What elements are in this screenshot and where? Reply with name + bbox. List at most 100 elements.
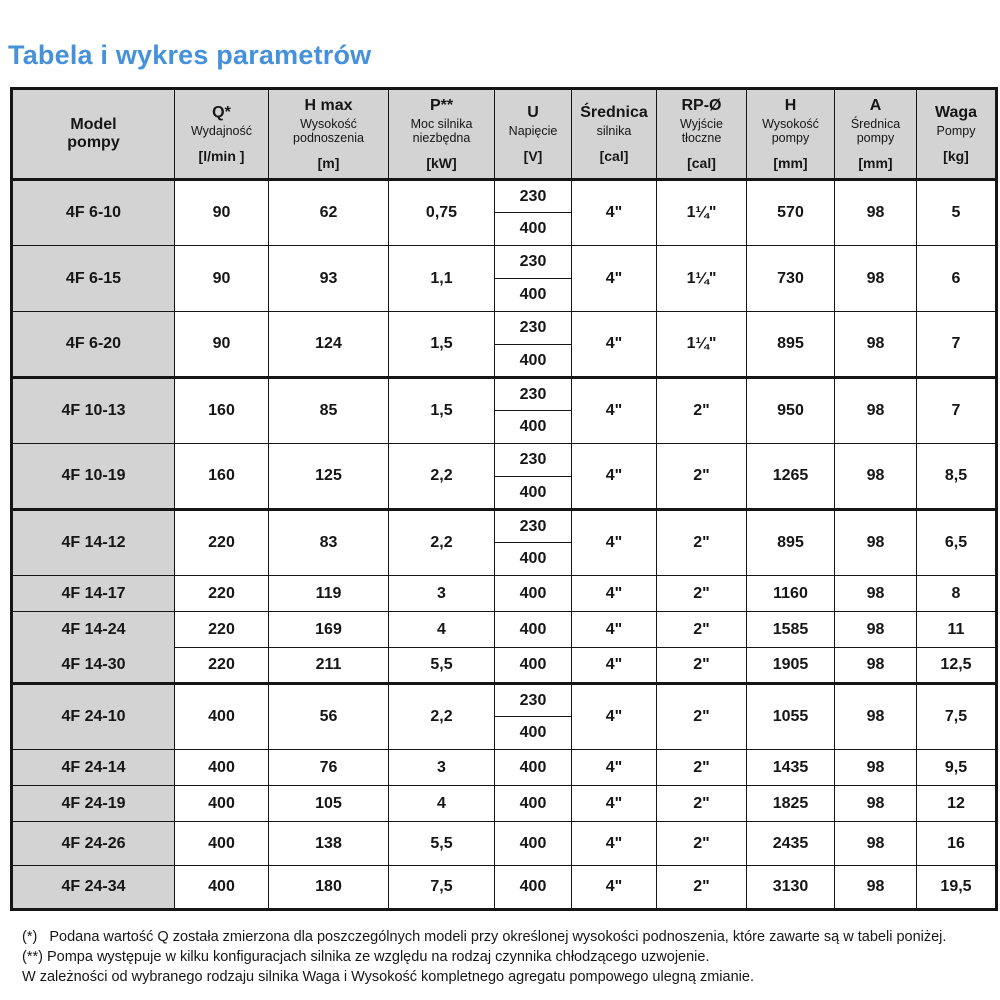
cell-voltage: 400 bbox=[494, 785, 572, 822]
cell-pump-height: 895 bbox=[746, 311, 835, 379]
table-row-voltage-second: 400 bbox=[12, 716, 997, 750]
cell-voltage: 230 bbox=[494, 443, 572, 477]
cell-motor-power: 1,1 bbox=[388, 245, 495, 312]
cell-pump-height: 730 bbox=[746, 245, 835, 312]
cell-model: 4F 14-30 bbox=[11, 647, 175, 685]
cell-model: 4F 14-17 bbox=[11, 575, 175, 612]
cell-pump-diameter: 98 bbox=[834, 647, 917, 685]
cell-pump-diameter: 98 bbox=[834, 611, 917, 648]
cell-motor-power: 2,2 bbox=[388, 683, 495, 750]
cell-max-head: 105 bbox=[268, 785, 389, 822]
cell-pump-weight: 6 bbox=[916, 245, 997, 312]
cell-pump-diameter: 98 bbox=[834, 509, 917, 576]
cell-voltage: 400 bbox=[494, 410, 572, 444]
col-header-sub-label: Wysokość pompy bbox=[762, 117, 819, 146]
table-header-row: Model pompy Q* Wydajność [l/min ] H max Wysok… bbox=[11, 88, 997, 181]
cell-pump-diameter: 98 bbox=[834, 179, 917, 246]
table-row-voltage-second: 400 bbox=[12, 212, 997, 246]
col-header-sub-label: silnika bbox=[596, 124, 632, 139]
cell-motor-power: 2,2 bbox=[388, 509, 495, 576]
cell-pump-height: 2435 bbox=[746, 821, 835, 866]
cell-voltage: 230 bbox=[494, 377, 572, 411]
cell-max-head: 138 bbox=[268, 821, 389, 866]
cell-motor-power: 3 bbox=[388, 575, 495, 612]
col-header-main-label: RP-Ø bbox=[681, 97, 722, 115]
cell-motor-diameter: 4" bbox=[571, 785, 657, 822]
cell-flow-rate: 400 bbox=[174, 749, 269, 786]
cell-discharge-outlet: 2" bbox=[656, 683, 747, 750]
cell-flow-rate: 90 bbox=[174, 311, 269, 379]
cell-motor-diameter: 4" bbox=[571, 377, 657, 444]
table-row: 4F 6-15 90 93 1,1 230 4" 1¼" 730 98 6 bbox=[11, 245, 997, 312]
cell-pump-height: 1825 bbox=[746, 785, 835, 822]
cell-pump-height: 1160 bbox=[746, 575, 835, 612]
table-row: 4F 24-34 400 180 7,5 400 4" 2" 3130 98 19,5 bbox=[11, 865, 997, 910]
cell-model: 4F 24-26 bbox=[11, 821, 175, 866]
cell-pump-diameter: 98 bbox=[834, 785, 917, 822]
parameters-table: Model pompy Q* Wydajność [l/min ] H max Wysok… bbox=[10, 87, 998, 911]
page-title: Tabela i wykres parametrów bbox=[8, 40, 372, 70]
cell-motor-diameter: 4" bbox=[571, 611, 657, 648]
cell-motor-diameter: 4" bbox=[571, 509, 657, 576]
cell-model: 4F 10-19 bbox=[11, 443, 175, 511]
cell-flow-rate: 220 bbox=[174, 647, 269, 685]
cell-pump-height: 570 bbox=[746, 179, 835, 246]
cell-discharge-outlet: 2" bbox=[656, 443, 747, 511]
cell-pump-diameter: 98 bbox=[834, 821, 917, 866]
cell-pump-height: 1585 bbox=[746, 611, 835, 648]
col-header-main-label: P** bbox=[429, 97, 454, 115]
cell-voltage: 400 bbox=[494, 647, 572, 685]
cell-motor-power: 1,5 bbox=[388, 311, 495, 379]
col-header-main-label: H bbox=[784, 97, 797, 115]
cell-max-head: 124 bbox=[268, 311, 389, 379]
table-row: 4F 10-13 160 85 1,5 230 4" 2" 950 98 7 bbox=[11, 377, 997, 444]
cell-voltage: 400 bbox=[494, 278, 572, 312]
footnote-weight-height-change: W zależności od wybranego rodzaju silnik… bbox=[22, 969, 754, 985]
cell-motor-power: 7,5 bbox=[388, 865, 495, 910]
table-row: 4F 24-26 400 138 5,5 400 4" 2" 2435 98 16 bbox=[11, 821, 997, 866]
cell-pump-weight: 5 bbox=[916, 179, 997, 246]
cell-voltage: 400 bbox=[494, 865, 572, 910]
table-row: 4F 14-17 220 119 3 400 4" 2" 1160 98 8 bbox=[11, 575, 997, 612]
cell-voltage: 230 bbox=[494, 683, 572, 717]
cell-voltage: 400 bbox=[494, 542, 572, 576]
cell-discharge-outlet: 2" bbox=[656, 509, 747, 576]
cell-pump-weight: 12,5 bbox=[916, 647, 997, 685]
cell-flow-rate: 220 bbox=[174, 611, 269, 648]
cell-pump-weight: 7,5 bbox=[916, 683, 997, 750]
col-header-unit-label: [mm] bbox=[773, 154, 808, 171]
col-header-main-label: A bbox=[869, 97, 882, 115]
cell-discharge-outlet: 1¼" bbox=[656, 245, 747, 312]
cell-discharge-outlet: 2" bbox=[656, 647, 747, 685]
table-row-voltage-second: 400 bbox=[12, 344, 997, 379]
cell-motor-power: 5,5 bbox=[388, 647, 495, 685]
cell-motor-power: 5,5 bbox=[388, 821, 495, 866]
cell-pump-weight: 9,5 bbox=[916, 749, 997, 786]
col-header-main-label: Średnica bbox=[580, 103, 648, 121]
cell-discharge-outlet: 1¼" bbox=[656, 179, 747, 246]
table-row: 4F 24-10 400 56 2,2 230 4" 2" 1055 98 7,5 bbox=[11, 683, 997, 750]
cell-discharge-outlet: 2" bbox=[656, 785, 747, 822]
cell-discharge-outlet: 2" bbox=[656, 377, 747, 444]
col-header-unit-label: [l/min ] bbox=[198, 148, 245, 165]
cell-voltage: 400 bbox=[494, 611, 572, 648]
col-header-sub-label: Średnica pompy bbox=[850, 117, 901, 146]
cell-pump-height: 1055 bbox=[746, 683, 835, 750]
table-row: 4F 14-12 220 83 2,2 230 4" 2" 895 98 6,5 bbox=[11, 509, 997, 576]
cell-voltage: 230 bbox=[494, 179, 572, 213]
cell-pump-height: 895 bbox=[746, 509, 835, 576]
cell-pump-weight: 7 bbox=[916, 377, 997, 444]
col-header-main-label: H max bbox=[304, 97, 353, 115]
cell-model: 4F 6-10 bbox=[11, 179, 175, 246]
cell-motor-power: 0,75 bbox=[388, 179, 495, 246]
cell-motor-power: 4 bbox=[388, 785, 495, 822]
col-header-main-label: Waga bbox=[934, 103, 978, 121]
cell-max-head: 211 bbox=[268, 647, 389, 685]
cell-voltage: 400 bbox=[494, 212, 572, 246]
col-header-sub-label: Wydajność bbox=[190, 124, 253, 139]
col-header-unit-label: [kg] bbox=[943, 148, 969, 165]
cell-pump-height: 1905 bbox=[746, 647, 835, 685]
cell-motor-diameter: 4" bbox=[571, 245, 657, 312]
cell-discharge-outlet: 2" bbox=[656, 865, 747, 910]
